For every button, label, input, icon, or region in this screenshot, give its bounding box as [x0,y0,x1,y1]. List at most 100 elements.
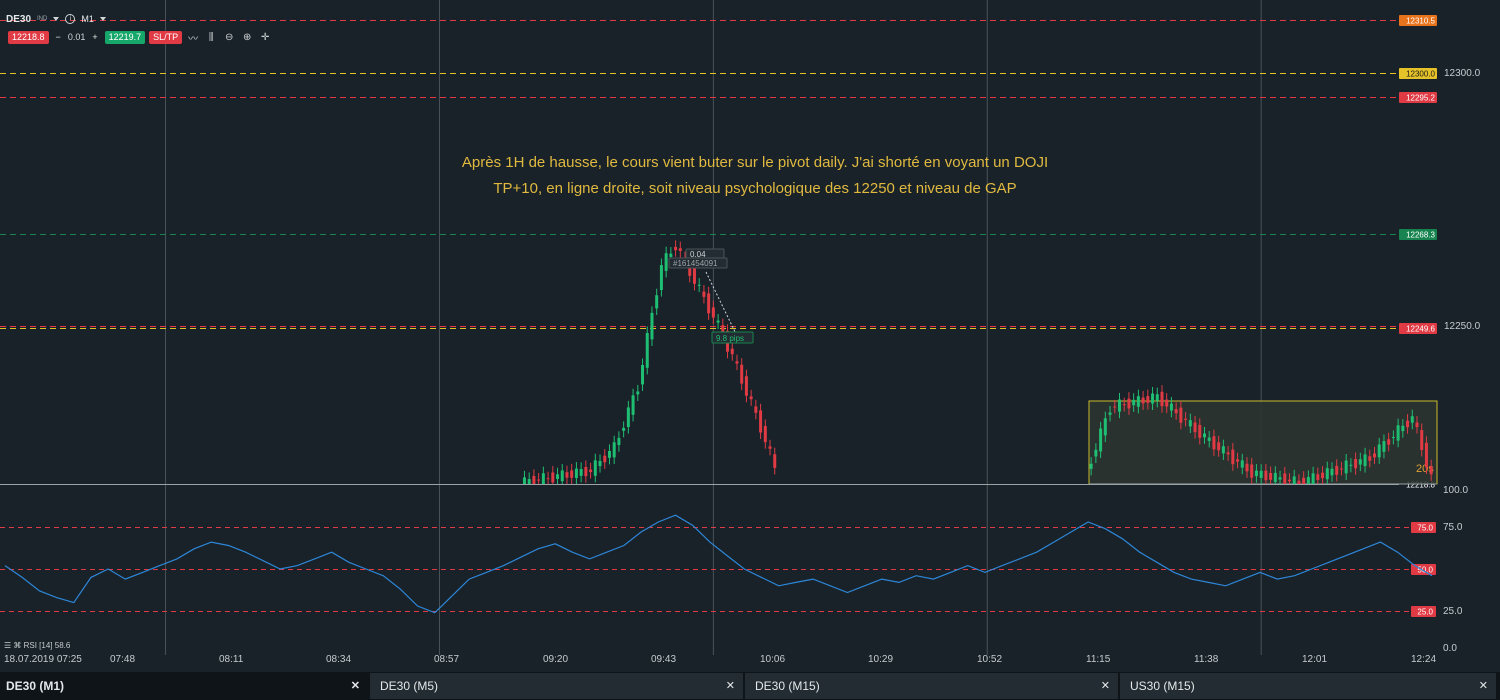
rsi-axis-label: 75.0 [1443,522,1463,533]
rsi-line [4,514,1433,614]
candle [650,312,654,340]
time-axis-label: 12:01 [1302,654,1327,665]
candle [1221,446,1225,454]
volume-increase-button[interactable]: + [92,32,98,42]
sltp-button[interactable]: SL/TP [149,30,183,44]
price-level-badge [1399,68,1437,79]
candle [1391,437,1395,439]
price-axis-label: 12300.0 [1444,68,1481,79]
time-axis-label: 11:38 [1194,654,1219,665]
candle [711,307,715,318]
tab-de30-m5[interactable]: DE30 (M5) ✕ [370,673,745,699]
candle [1382,441,1386,452]
candle [1401,425,1405,432]
candle [1283,473,1287,484]
indicator-menu-icon[interactable]: ☰ ⌘ [4,641,24,650]
tab-de30-m15[interactable]: DE30 (M15) ✕ [745,673,1120,699]
volume-input[interactable]: 0.01 [67,32,86,42]
candle [1330,468,1334,476]
time-axis-label: 10:29 [868,654,893,665]
time-axis-label: 11:15 [1086,654,1111,665]
tab-us30-m15[interactable]: US30 (M15) ✕ [1120,673,1498,699]
zoom-out-icon[interactable]: ⊖ [224,31,234,43]
candle [1236,459,1240,462]
time-axis-label: 09:43 [651,654,676,665]
rsi-indicator-label[interactable]: ☰ ⌘ RSI [14] 58.6 [4,641,70,650]
candle [1245,463,1249,472]
candle [669,253,673,257]
buy-button[interactable]: 12219.7 [104,30,146,44]
candle [1406,420,1410,428]
candle [641,365,645,385]
line-chart-icon[interactable]: 〰 [188,33,199,45]
info-icon[interactable]: i [65,14,76,24]
tab-de30-m1[interactable]: DE30 (M1) ✕ [0,673,370,699]
crosshair-icon[interactable]: ✛ [260,31,270,43]
candle [1306,477,1310,484]
rsi-level-label: 25.0 [1417,608,1433,617]
candle [1155,394,1159,401]
candle [546,478,550,480]
close-icon[interactable]: ✕ [350,680,360,692]
candle [1321,472,1325,479]
candle [702,291,706,297]
candle [560,470,564,482]
candle [532,475,536,484]
candle [1259,470,1263,478]
annotation-line-1: Après 1H de hausse, le cours vient buter… [461,154,1049,171]
candle [754,406,758,413]
timeframe-chevron-down-icon[interactable] [99,17,106,21]
candle [716,320,720,323]
candle [1368,456,1372,461]
price-level-label: 12310.5 [1406,17,1435,26]
candle [522,477,526,484]
candle [759,410,763,433]
candle [730,348,734,355]
rsi-axis-label: 100.0 [1443,485,1468,496]
time-axis-label: 10:52 [977,654,1002,665]
candle [584,466,588,477]
rsi-label-text: RSI [14] 58.6 [23,641,71,650]
candle [1136,396,1140,407]
timeframe-selector[interactable]: M1 [81,14,94,24]
price-axis-label: 12250.0 [1444,321,1481,332]
candle [707,293,711,314]
candle [1188,420,1192,427]
candle [1169,403,1173,411]
candle [1165,399,1169,407]
rsi-axis-label: 25.0 [1443,606,1463,617]
candle [1184,418,1188,420]
time-axis-label: 18.07.2019 07:25 [4,654,82,665]
close-icon[interactable]: ✕ [1100,680,1110,692]
candle [1297,480,1301,484]
candle [1094,449,1098,457]
tab-label: DE30 (M1) [6,679,65,693]
close-icon[interactable]: ✕ [1478,680,1488,692]
candle [1415,422,1419,428]
candle [749,396,753,400]
candle [1344,460,1348,474]
zoom-in-icon[interactable]: ⊕ [242,31,252,43]
candle [1339,468,1343,470]
candlestick-icon[interactable]: ⫼ [208,31,214,43]
close-icon[interactable]: ✕ [725,680,735,692]
price-level-badge [1399,92,1437,103]
sell-button[interactable]: 12218.8 [8,30,49,44]
candle [1287,479,1291,482]
candle [1207,437,1211,441]
volume-decrease-button[interactable]: − [55,32,61,42]
price-level-label: 12295.2 [1406,94,1435,103]
tab-label: DE30 (M5) [380,679,439,693]
candle [607,450,611,458]
symbol-chevron-down-icon[interactable] [53,17,60,21]
time-axis-label: 08:57 [434,654,459,665]
candle [1358,459,1362,465]
candle [1141,397,1145,404]
candle [659,265,663,291]
candle [1099,428,1103,452]
symbol-name[interactable]: DE30 [6,13,32,25]
candle [1269,472,1273,480]
candle [1429,466,1433,475]
symbol-tag: IND [37,16,48,22]
